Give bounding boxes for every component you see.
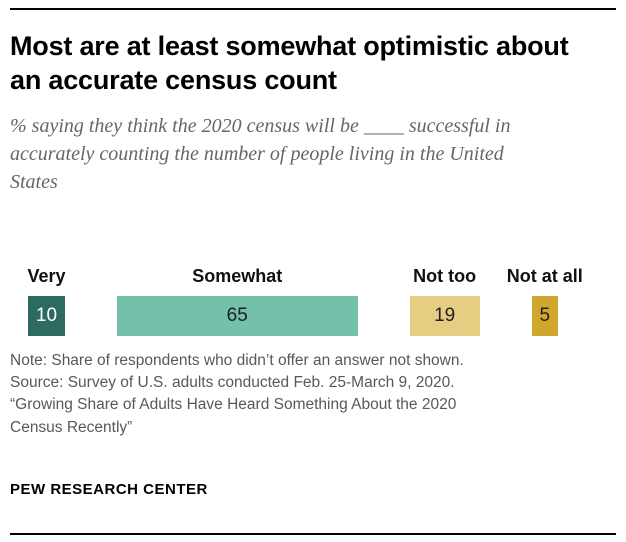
category-label: Very [27, 265, 66, 286]
report-title-line: “Growing Share of Adults Have Heard Some… [10, 396, 457, 414]
top-rule [10, 8, 616, 10]
bar-value: 10 [28, 295, 65, 336]
bar-segment-not-too: Not too 19 [409, 266, 480, 336]
category-label: Not too [413, 265, 477, 286]
source-line: Source: Survey of U.S. adults conducted … [10, 373, 455, 391]
bar-value: 65 [117, 295, 358, 336]
category-label: Somewhat [192, 265, 283, 286]
note-line: Note: Share of respondents who didn’t of… [10, 351, 464, 369]
bar-segment-somewhat: Somewhat 65 [117, 266, 358, 336]
bar-value: 19 [409, 295, 480, 336]
chart-subtitle: % saying they think the 2020 census will… [10, 114, 511, 193]
chart-title: Most are at least somewhat optimistic ab… [10, 31, 569, 95]
bar-segment-not-at-all: Not at all 5 [507, 266, 583, 336]
bar-segment-very: Very 10 [27, 266, 66, 336]
report-title-line: Census Recently” [10, 418, 133, 436]
bar-value: 5 [531, 295, 558, 336]
brand-label: PEW RESEARCH CENTER [10, 481, 208, 499]
category-label: Not at all [506, 265, 583, 286]
footnote-block: Note: Share of respondents who didn’t of… [10, 350, 616, 440]
bottom-rule [10, 533, 616, 535]
bar-row: Very 10 Somewhat 65 Not too 19 Not at all 5 [27, 266, 616, 336]
